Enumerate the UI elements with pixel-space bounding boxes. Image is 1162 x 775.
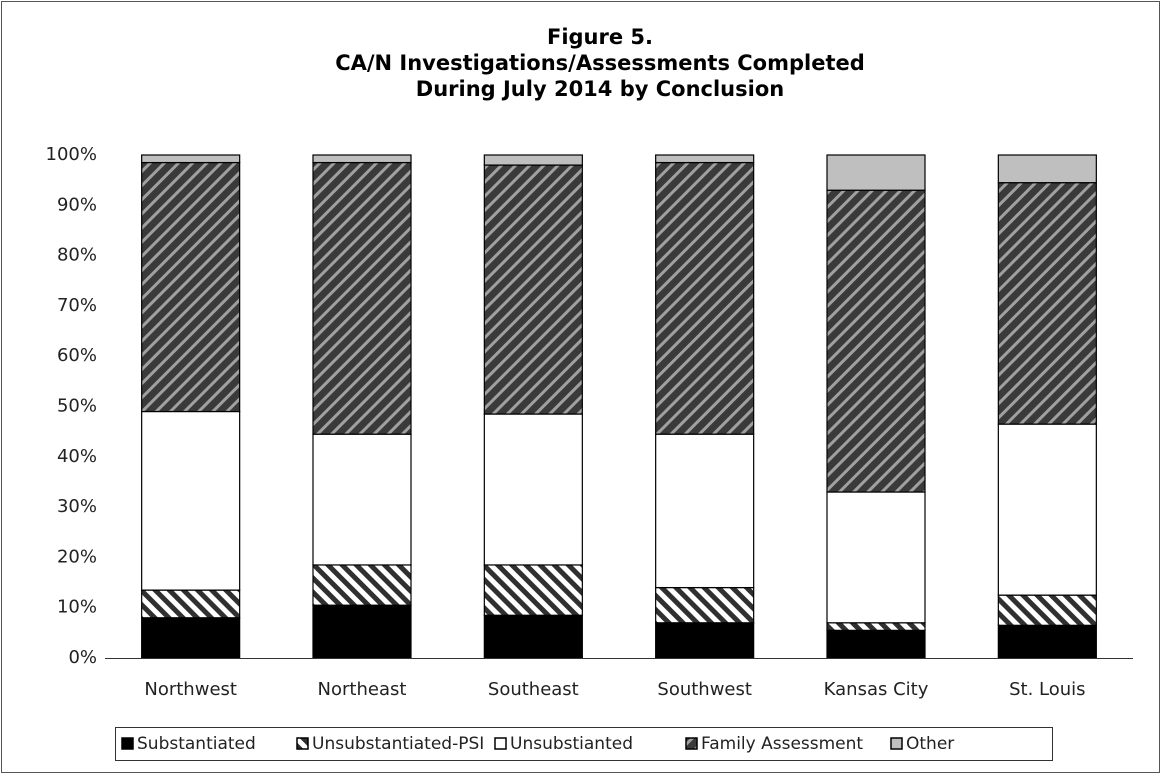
legend-swatch (685, 737, 698, 750)
y-tick-label: 10% (57, 597, 97, 618)
legend-swatch (296, 737, 309, 750)
bar-segment (312, 433, 412, 566)
legend-label: Substantiated (137, 734, 256, 754)
bar-segment (312, 161, 412, 435)
legend-label: Unsubstianted (510, 734, 633, 754)
bar-segment (141, 154, 241, 164)
bar-segment (997, 594, 1097, 626)
y-tick-label: 90% (57, 194, 97, 215)
x-tick-label: Southeast (488, 679, 579, 700)
bar-segment (483, 154, 583, 166)
y-tick-label: 70% (57, 295, 97, 316)
bar-segment (655, 154, 755, 164)
bar-segment (483, 164, 583, 415)
x-tick-label: Kansas City (824, 679, 929, 700)
y-tick-label: 0% (68, 647, 97, 668)
bar-segment (997, 624, 1097, 659)
bar-segment (826, 629, 926, 659)
legend-swatch (890, 737, 903, 750)
legend-swatch (121, 737, 134, 750)
x-tick-label: Northwest (144, 679, 237, 700)
bar-segment (483, 614, 583, 659)
bar-segment (826, 154, 926, 191)
legend-label: Family Assessment (701, 734, 863, 754)
bar-segment (141, 410, 241, 591)
bar-segment (826, 622, 926, 631)
bar-segment (312, 154, 412, 164)
legend-label: Unsubstantiated-PSI (312, 734, 484, 754)
bar-segment (997, 182, 1097, 425)
y-tick-label: 20% (57, 546, 97, 567)
bar-segment (312, 564, 412, 606)
bar-segment (655, 586, 755, 624)
y-tick-label: 100% (46, 144, 97, 165)
bar-segment (141, 589, 241, 619)
chart-title: During July 2014 by Conclusion (416, 77, 784, 101)
y-tick-label: 50% (57, 396, 97, 417)
bar-segment (655, 433, 755, 589)
y-tick-label: 30% (57, 496, 97, 517)
y-tick-label: 80% (57, 245, 97, 266)
legend-label: Other (906, 734, 954, 754)
bar-segment (826, 491, 926, 624)
bar-segment (655, 622, 755, 659)
bar-segment (483, 564, 583, 616)
bar-segment (655, 161, 755, 435)
chart-title: Figure 5. (547, 25, 653, 49)
x-tick-label: Southwest (657, 679, 752, 700)
bar-segment (483, 413, 583, 566)
legend-swatch (494, 737, 507, 750)
y-tick-label: 60% (57, 345, 97, 366)
chart-title: CA/N Investigations/Assessments Complete… (335, 51, 865, 75)
bar-segment (997, 154, 1097, 184)
bar-segment (312, 604, 412, 659)
x-tick-label: Northeast (318, 679, 407, 700)
bar-segment (141, 161, 241, 413)
x-tick-label: St. Louis (1009, 679, 1085, 700)
bar-segment (997, 423, 1097, 596)
bar-segment (141, 617, 241, 659)
y-tick-label: 40% (57, 446, 97, 467)
bar-segment (826, 189, 926, 493)
